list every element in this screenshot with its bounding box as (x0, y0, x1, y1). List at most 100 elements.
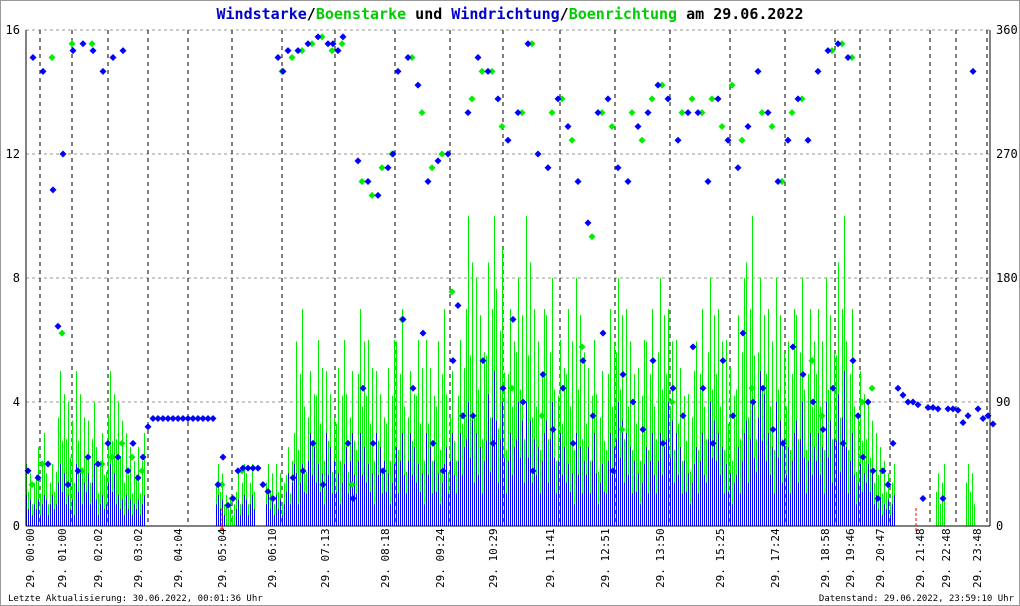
y-left-tick-label: 12 (6, 147, 20, 161)
wind-direction-point (329, 40, 337, 48)
wind-direction-point (529, 467, 537, 475)
wind-direction-point (584, 219, 592, 227)
gust-direction-point (858, 398, 866, 406)
wind-direction-point (484, 67, 492, 75)
gust-direction-point (368, 191, 376, 199)
gust-direction-point (788, 109, 796, 117)
wind-direction-point (719, 357, 727, 365)
gust-direction-point (448, 288, 456, 296)
wind-direction-point (344, 439, 352, 447)
gust-direction-point (588, 233, 596, 241)
wind-direction-point (129, 439, 137, 447)
wind-direction-point (29, 54, 37, 62)
wind-direction-point (299, 467, 307, 475)
x-tick-label: 29. 12:51 (599, 528, 612, 588)
gust-direction-point (48, 54, 56, 62)
gust-direction-point (468, 95, 476, 103)
wind-direction-point (104, 439, 112, 447)
wind-direction-point (284, 47, 292, 55)
gust-direction-point (768, 122, 776, 130)
x-tick-label: 29. 01:00 (56, 528, 69, 588)
wind-direction-point (429, 439, 437, 447)
gust-direction-point (218, 481, 226, 489)
wind-direction-point (209, 415, 217, 423)
wind-direction-point (929, 404, 937, 412)
wind-direction-point (644, 109, 652, 117)
wind-direction-point (499, 384, 507, 392)
wind-direction-point (384, 164, 392, 172)
title-part: Windstarke (216, 5, 306, 23)
gust-direction-point (518, 109, 526, 117)
wind-direction-point (239, 464, 247, 472)
gust-direction-point (708, 95, 716, 103)
wind-direction-point (674, 136, 682, 144)
y-right-tick-label: 360 (996, 23, 1018, 37)
gust-direction-point (138, 467, 146, 475)
wind-direction-point (224, 501, 232, 509)
wind-direction-point (664, 95, 672, 103)
markers: A (219, 508, 917, 535)
wind-direction-point (504, 136, 512, 144)
wind-direction-point (684, 109, 692, 117)
wind-direction-point (794, 95, 802, 103)
title-part: Boenrichtung (569, 5, 677, 23)
x-tick-label: 29. 08:18 (379, 528, 392, 588)
wind-direction-point (139, 453, 147, 461)
gust-direction-point (488, 67, 496, 75)
wind-direction-point (519, 398, 527, 406)
gust-direction-point (748, 384, 756, 392)
wind-direction-point (714, 95, 722, 103)
gust-direction-point (528, 40, 536, 48)
wind-direction-point (159, 415, 167, 423)
gust-direction-point (318, 33, 326, 41)
gust-direction-point (128, 453, 136, 461)
wind-direction-point (944, 405, 952, 413)
wind-direction-point (459, 412, 467, 420)
wind-direction-point (109, 54, 117, 62)
wind-direction-point (734, 164, 742, 172)
wind-direction-point (274, 54, 282, 62)
wind-direction-point (579, 357, 587, 365)
wind-direction-point (689, 343, 697, 351)
wind-direction-point (44, 460, 52, 468)
wind-direction-point (79, 40, 87, 48)
gust-direction-point (88, 40, 96, 48)
wind-direction-point (969, 67, 977, 75)
wind-direction-point (754, 67, 762, 75)
wind-direction-point (554, 95, 562, 103)
gust-direction-point (668, 398, 676, 406)
wind-direction-point (414, 81, 422, 89)
gust-direction-point (658, 81, 666, 89)
y-right-tick-label: 180 (996, 271, 1018, 285)
wind-direction-point (819, 426, 827, 434)
gust-direction-point (338, 40, 346, 48)
gust-direction-point (628, 109, 636, 117)
title-part: Boenstarke (316, 5, 406, 23)
gust-direction-point (408, 54, 416, 62)
chart-title: Windstarke/Boenstarke und Windrichtung/B… (216, 5, 803, 23)
wind-direction-point (649, 357, 657, 365)
wind-direction-point (549, 426, 557, 434)
gust-direction-point (478, 67, 486, 75)
wind-direction-point (194, 415, 202, 423)
gust-direction-point (498, 122, 506, 130)
wind-direction-point (74, 467, 82, 475)
wind-direction-point (144, 423, 152, 431)
x-tick-label: 29. 18:58 (819, 528, 832, 588)
event-marker-label: A (219, 525, 225, 535)
gust-direction-point (78, 467, 86, 475)
wind-direction-point (509, 315, 517, 323)
wind-direction-point (409, 384, 417, 392)
wind-direction-point (479, 357, 487, 365)
wind-direction-point (844, 54, 852, 62)
wind-direction-point (709, 439, 717, 447)
wind-direction-point (784, 136, 792, 144)
gust-direction-point (118, 439, 126, 447)
wind-direction-point (634, 122, 642, 130)
wind-direction-point (149, 415, 157, 423)
x-tick-label: 29. 04:04 (172, 528, 185, 588)
wind-direction-point (489, 439, 497, 447)
wind-direction-point (314, 33, 322, 41)
wind-direction-point (359, 384, 367, 392)
gust-direction-point (378, 164, 386, 172)
